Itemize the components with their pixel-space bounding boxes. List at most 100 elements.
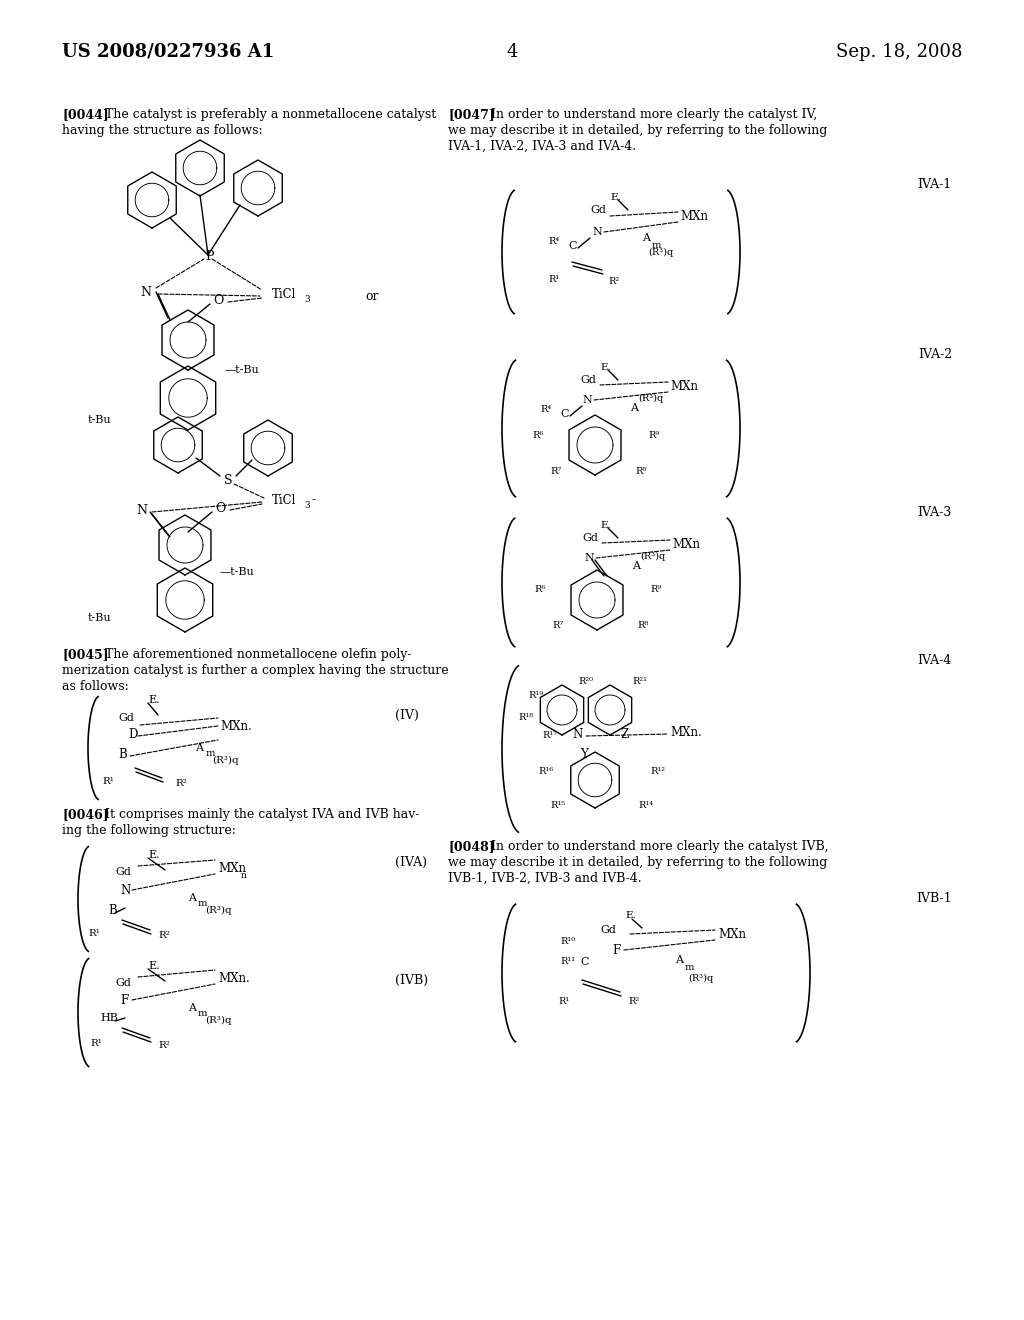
Text: R¹: R¹ bbox=[548, 276, 559, 285]
Text: A: A bbox=[632, 561, 640, 572]
Text: R¹⁵: R¹⁵ bbox=[550, 800, 565, 809]
Text: IVA-2: IVA-2 bbox=[918, 348, 952, 362]
Text: It comprises mainly the catalyst IVA and IVB hav-: It comprises mainly the catalyst IVA and… bbox=[105, 808, 420, 821]
Text: A: A bbox=[675, 954, 683, 965]
Text: R⁷: R⁷ bbox=[550, 467, 561, 477]
Text: N: N bbox=[572, 729, 583, 742]
Text: Gd: Gd bbox=[115, 978, 131, 987]
Text: [0046]: [0046] bbox=[62, 808, 109, 821]
Text: R²: R² bbox=[158, 932, 170, 940]
Text: R⁴: R⁴ bbox=[548, 238, 559, 247]
Text: m: m bbox=[685, 962, 694, 972]
Text: F: F bbox=[120, 994, 128, 1006]
Text: A: A bbox=[188, 1003, 196, 1012]
Text: we may describe it in detailed, by referring to the following: we may describe it in detailed, by refer… bbox=[449, 855, 827, 869]
Text: R¹: R¹ bbox=[558, 998, 569, 1006]
Text: P: P bbox=[206, 251, 214, 264]
Text: R¹: R¹ bbox=[90, 1040, 101, 1048]
Text: IVA-1, IVA-2, IVA-3 and IVA-4.: IVA-1, IVA-2, IVA-3 and IVA-4. bbox=[449, 140, 636, 153]
Text: [0045]: [0045] bbox=[62, 648, 109, 661]
Text: R¹⁴: R¹⁴ bbox=[638, 800, 653, 809]
Text: IVB-1, IVB-2, IVB-3 and IVB-4.: IVB-1, IVB-2, IVB-3 and IVB-4. bbox=[449, 873, 642, 884]
Text: B: B bbox=[118, 748, 127, 762]
Text: TiCl: TiCl bbox=[272, 494, 296, 507]
Text: N: N bbox=[140, 285, 152, 298]
Text: E.: E. bbox=[148, 850, 160, 861]
Text: R²: R² bbox=[158, 1041, 170, 1051]
Text: N: N bbox=[582, 395, 592, 405]
Text: -: - bbox=[312, 494, 316, 507]
Text: R⁸: R⁸ bbox=[637, 622, 648, 631]
Text: Gd: Gd bbox=[118, 713, 134, 723]
Text: R¹⁸: R¹⁸ bbox=[518, 714, 534, 722]
Text: Gd: Gd bbox=[580, 375, 596, 385]
Text: —t-Bu: —t-Bu bbox=[220, 568, 255, 577]
Text: (R³)q: (R³)q bbox=[638, 393, 664, 403]
Text: (R³)q: (R³)q bbox=[212, 755, 239, 764]
Text: In order to understand more clearly the catalyst IVB,: In order to understand more clearly the … bbox=[490, 840, 828, 853]
Text: E.: E. bbox=[600, 363, 610, 372]
Text: C: C bbox=[568, 242, 577, 251]
Text: 3: 3 bbox=[304, 294, 309, 304]
Text: The catalyst is preferably a nonmetallocene catalyst: The catalyst is preferably a nonmetalloc… bbox=[105, 108, 436, 121]
Text: Sep. 18, 2008: Sep. 18, 2008 bbox=[836, 44, 962, 61]
Text: A: A bbox=[195, 743, 203, 752]
Text: N: N bbox=[120, 883, 130, 896]
Text: having the structure as follows:: having the structure as follows: bbox=[62, 124, 262, 137]
Text: t-Bu: t-Bu bbox=[88, 612, 112, 623]
Text: Y: Y bbox=[580, 748, 588, 762]
Text: N: N bbox=[136, 503, 147, 516]
Text: R¹⁹: R¹⁹ bbox=[528, 690, 543, 700]
Text: R¹²: R¹² bbox=[650, 767, 665, 776]
Text: N: N bbox=[592, 227, 602, 238]
Text: The aforementioned nonmetallocene olefin poly-: The aforementioned nonmetallocene olefin… bbox=[105, 648, 412, 661]
Text: merization catalyst is further a complex having the structure: merization catalyst is further a complex… bbox=[62, 664, 449, 677]
Text: F: F bbox=[612, 944, 621, 957]
Text: R⁶: R⁶ bbox=[532, 430, 544, 440]
Text: R⁴: R⁴ bbox=[540, 405, 551, 414]
Text: MXn: MXn bbox=[672, 537, 700, 550]
Text: IVA-4: IVA-4 bbox=[918, 653, 952, 667]
Text: E.: E. bbox=[148, 696, 160, 705]
Text: MXn: MXn bbox=[718, 928, 746, 940]
Text: R⁹: R⁹ bbox=[650, 586, 662, 594]
Text: R⁷: R⁷ bbox=[552, 622, 563, 631]
Text: R²: R² bbox=[608, 277, 620, 286]
Text: or: or bbox=[365, 289, 379, 302]
Text: R²⁰: R²⁰ bbox=[578, 677, 593, 686]
Text: m: m bbox=[198, 899, 208, 908]
Text: E.: E. bbox=[600, 521, 610, 531]
Text: IVB-1: IVB-1 bbox=[916, 891, 952, 904]
Text: Gd: Gd bbox=[115, 867, 131, 876]
Text: E.: E. bbox=[625, 912, 636, 920]
Text: S: S bbox=[224, 474, 232, 487]
Text: we may describe it in detailed, by referring to the following: we may describe it in detailed, by refer… bbox=[449, 124, 827, 137]
Text: IVA-3: IVA-3 bbox=[918, 506, 952, 519]
Text: MXn: MXn bbox=[680, 210, 708, 223]
Text: R²: R² bbox=[175, 780, 186, 788]
Text: O: O bbox=[215, 502, 225, 515]
Text: R¹⁰: R¹⁰ bbox=[560, 937, 575, 946]
Text: m: m bbox=[652, 240, 662, 249]
Text: A: A bbox=[630, 403, 638, 413]
Text: 4: 4 bbox=[506, 44, 518, 61]
Text: m: m bbox=[198, 1010, 208, 1019]
Text: R⁶: R⁶ bbox=[534, 586, 546, 594]
Text: (IVB): (IVB) bbox=[395, 974, 428, 986]
Text: (R³)q: (R³)q bbox=[205, 1015, 231, 1024]
Text: E.: E. bbox=[610, 194, 621, 202]
Text: [0044]: [0044] bbox=[62, 108, 109, 121]
Text: MXn: MXn bbox=[670, 380, 698, 392]
Text: US 2008/0227936 A1: US 2008/0227936 A1 bbox=[62, 44, 274, 61]
Text: R¹: R¹ bbox=[88, 929, 100, 939]
Text: TiCl: TiCl bbox=[272, 288, 296, 301]
Text: O: O bbox=[213, 293, 223, 306]
Text: B: B bbox=[108, 903, 117, 916]
Text: R⁸: R⁸ bbox=[635, 467, 646, 477]
Text: —t-Bu: —t-Bu bbox=[225, 366, 260, 375]
Text: C: C bbox=[580, 957, 589, 968]
Text: ing the following structure:: ing the following structure: bbox=[62, 824, 236, 837]
Text: [0048]: [0048] bbox=[449, 840, 495, 853]
Text: R²: R² bbox=[628, 998, 639, 1006]
Text: HB: HB bbox=[100, 1012, 118, 1023]
